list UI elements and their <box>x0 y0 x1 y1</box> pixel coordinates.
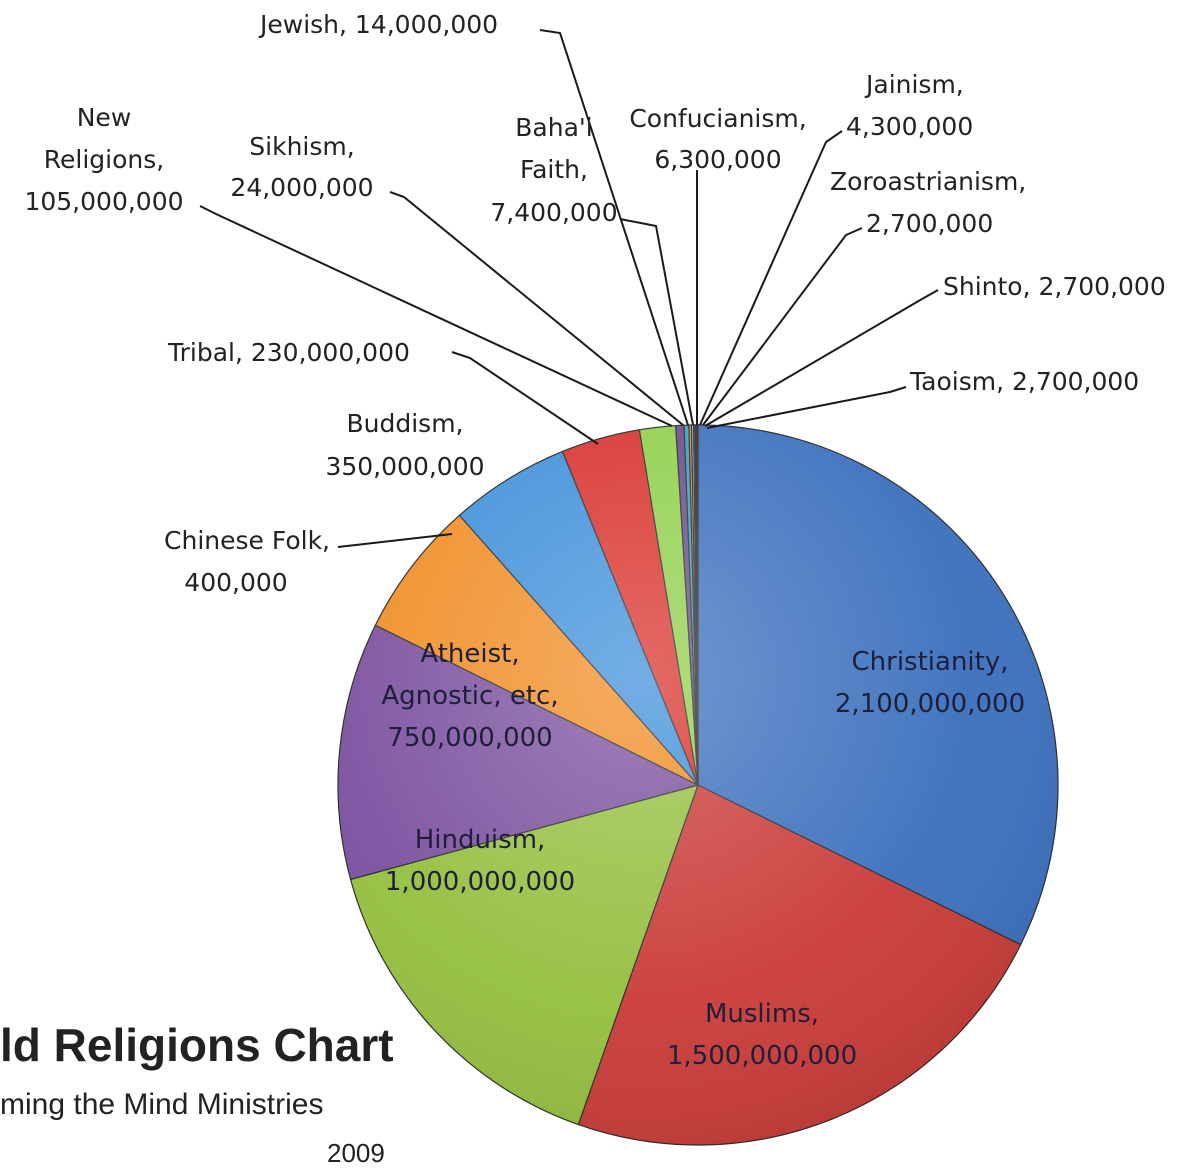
data-label-taoism: Taoism, 2,700,000 <box>909 367 1139 396</box>
leader-line-sikhism <box>389 191 684 426</box>
data-label-sikhism-value: 24,000,000 <box>230 173 373 202</box>
data-label-zoroastrianism-name: Zoroastrianism, <box>830 167 1026 196</box>
data-label-atheist-agnostic-etc-value: 750,000,000 <box>387 723 552 753</box>
data-label-buddism-name: Buddism, <box>346 409 463 438</box>
data-label-hinduism-name: Hinduism, <box>415 825 546 855</box>
data-label-muslims-value: 1,500,000,000 <box>667 1041 857 1071</box>
data-label-confucianism-value: 6,300,000 <box>654 145 781 174</box>
leader-line-new-religions <box>199 205 673 427</box>
data-label-zoroastrianism-value: 2,700,000 <box>866 209 993 238</box>
data-label-baha-i-faith-value: 7,400,000 <box>490 198 617 227</box>
leader-line-chinese-folk <box>337 533 453 548</box>
leader-line-baha-i-faith <box>619 218 694 426</box>
data-label-christianity-value: 2,100,000,000 <box>835 689 1025 719</box>
leader-line-jewish <box>539 29 689 426</box>
data-label-tribal: Tribal, 230,000,000 <box>167 338 410 367</box>
leader-line-tribal <box>451 351 599 445</box>
chart-year: 2009 <box>327 1138 385 1168</box>
data-label-baha-i-faith-part-0: Baha'i <box>515 113 592 142</box>
leader-line-zoroastrianism <box>702 227 863 426</box>
data-label-new-religions-part-0: New <box>77 103 132 132</box>
data-label-shinto: Shinto, 2,700,000 <box>943 272 1166 301</box>
data-label-buddism-value: 350,000,000 <box>325 452 484 481</box>
chart-subtitle: ming the Mind Ministries <box>0 1088 324 1121</box>
data-label-jewish: Jewish, 14,000,000 <box>258 10 498 39</box>
data-label-new-religions-value: 105,000,000 <box>24 187 183 216</box>
data-label-chinese-folk-name: Chinese Folk, <box>164 526 330 555</box>
leader-line-shinto <box>704 289 939 427</box>
data-label-atheist-agnostic-etc-name-2: Agnostic, etc, <box>381 681 558 711</box>
data-label-confucianism-name: Confucianism, <box>629 104 806 133</box>
data-label-baha-i-faith-part-1: Faith, <box>520 155 588 184</box>
data-label-jainism-name: Jainism, <box>864 70 964 99</box>
leader-line-jainism <box>699 130 843 426</box>
data-label-christianity-name: Christianity, <box>852 647 1009 677</box>
data-label-muslims-name: Muslims, <box>705 999 819 1029</box>
data-label-jainism-value: 4,300,000 <box>846 112 973 141</box>
data-label-chinese-folk-value: 400,000 <box>184 568 287 597</box>
data-label-atheist-agnostic-etc-name-1: Atheist, <box>420 639 519 669</box>
data-label-sikhism-name: Sikhism, <box>249 132 354 161</box>
leader-line-taoism <box>706 386 907 429</box>
data-label-hinduism-value: 1,000,000,000 <box>385 867 575 897</box>
chart-title: ld Religions Chart <box>0 1019 394 1071</box>
data-label-new-religions-part-1: Religions, <box>44 145 164 174</box>
